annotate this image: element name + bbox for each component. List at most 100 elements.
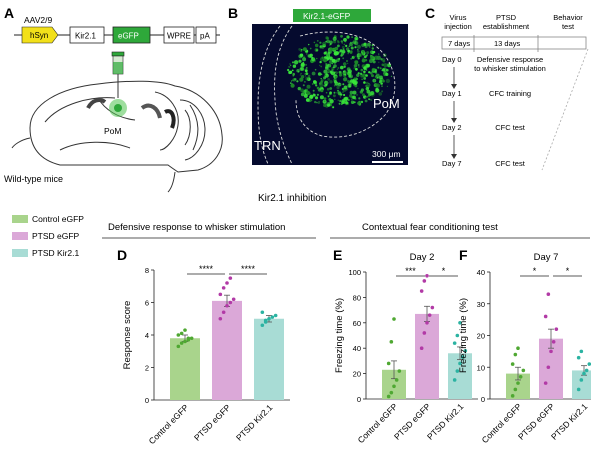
egfp-cell xyxy=(344,96,348,101)
egfp-cell xyxy=(320,80,323,82)
bar-1 xyxy=(415,313,439,399)
data-point xyxy=(221,286,226,290)
egfp-cell xyxy=(312,89,315,92)
egfp-cell xyxy=(292,64,297,68)
legend-swatch-1 xyxy=(12,232,28,240)
timeline-day-2: Day 2 xyxy=(442,123,462,132)
significance-label: *** xyxy=(405,266,416,276)
data-point xyxy=(392,384,396,389)
bar-2 xyxy=(572,370,591,399)
egfp-cell xyxy=(349,42,353,47)
timeline-col-virus: injection xyxy=(444,22,472,31)
egfp-cell xyxy=(354,46,357,49)
egfp-cell xyxy=(379,67,382,70)
panel-a-label: A xyxy=(4,5,14,21)
timeline-duration-1: 7 days xyxy=(448,39,470,48)
egfp-cell xyxy=(362,51,365,54)
data-point xyxy=(425,274,429,278)
egfp-cell xyxy=(332,36,337,41)
egfp-cell xyxy=(329,87,333,90)
y-axis-label: Freezing time (%) xyxy=(458,298,469,373)
egfp-cell xyxy=(326,87,330,91)
data-point xyxy=(397,369,402,373)
data-point xyxy=(584,368,589,373)
egfp-cell xyxy=(327,103,331,107)
egfp-cell xyxy=(316,93,319,96)
egfp-cell xyxy=(352,90,357,95)
egfp-cell xyxy=(367,94,370,98)
egfp-cell xyxy=(334,75,338,79)
egfp-cell xyxy=(330,71,335,76)
data-point xyxy=(270,315,275,319)
egfp-cell xyxy=(314,96,319,100)
egfp-cell xyxy=(296,69,300,73)
timeline-col-ptsd: PTSD xyxy=(496,13,517,22)
egfp-cell xyxy=(327,71,330,74)
egfp-cell xyxy=(338,73,343,77)
egfp-cell xyxy=(365,96,367,99)
egfp-cell xyxy=(353,76,358,81)
egfp-cell xyxy=(378,75,383,80)
data-point xyxy=(179,331,184,336)
egfp-cell xyxy=(363,65,368,71)
egfp-cell xyxy=(319,45,322,48)
panel-b-label: B xyxy=(228,5,238,21)
legend-swatch-0 xyxy=(12,215,28,223)
egfp-cell xyxy=(337,91,342,95)
egfp-cell xyxy=(312,92,315,95)
data-point xyxy=(225,303,229,308)
data-point xyxy=(546,292,551,297)
egfp-cell xyxy=(333,84,336,87)
egfp-cell xyxy=(313,80,317,84)
egfp-cell xyxy=(323,100,326,102)
egfp-cell xyxy=(292,61,294,64)
y-tick-label: 0 xyxy=(357,395,361,404)
egfp-cell xyxy=(340,65,344,70)
region-trn-label: TRN xyxy=(254,138,281,153)
egfp-cell xyxy=(358,53,363,57)
egfp-cell xyxy=(336,85,340,90)
egfp-cell xyxy=(304,73,306,75)
timeline-desc-3: CFC test xyxy=(495,159,526,168)
data-point xyxy=(422,331,427,335)
egfp-cell xyxy=(311,71,316,76)
x-tick-label-0: Control eGFP xyxy=(356,401,400,445)
egfp-cell xyxy=(365,74,368,77)
egfp-cell xyxy=(364,59,368,62)
egfp-cell xyxy=(333,66,335,69)
egfp-cell xyxy=(349,94,353,98)
chart-e: Day 2 0 20 40 60 80 100 Freezing time (%) Contro… xyxy=(334,252,478,445)
egfp-cell xyxy=(316,101,318,104)
egfp-cell xyxy=(340,34,343,38)
egfp-cell xyxy=(357,87,359,90)
panel-c-label: C xyxy=(425,5,435,21)
egfp-cell xyxy=(363,77,367,80)
egfp-cell xyxy=(371,44,374,47)
egfp-cell xyxy=(308,43,310,46)
egfp-cell xyxy=(329,59,334,64)
egfp-cell xyxy=(316,57,318,60)
egfp-cell xyxy=(337,44,340,48)
egfp-cell xyxy=(329,56,333,61)
egfp-cell xyxy=(304,75,307,77)
egfp-cell xyxy=(312,93,316,97)
egfp-cell xyxy=(342,98,345,102)
egfp-cell xyxy=(381,63,385,67)
egfp-cell xyxy=(300,92,305,97)
data-point xyxy=(218,316,223,321)
egfp-cell xyxy=(290,64,292,66)
egfp-cell xyxy=(374,71,378,74)
data-point xyxy=(521,368,526,373)
construct-label-wpre: WPRE xyxy=(167,32,191,41)
group-title-defensive: Defensive response to whisker stimulatio… xyxy=(108,222,285,233)
image-header-label: Kir2.1-eGFP xyxy=(303,11,351,21)
chart-title: Day 2 xyxy=(410,252,435,263)
egfp-cell xyxy=(327,95,330,98)
data-point xyxy=(228,300,233,305)
egfp-cell xyxy=(314,100,317,104)
egfp-cell xyxy=(342,77,347,82)
data-point xyxy=(551,340,556,344)
egfp-cell xyxy=(313,41,316,44)
egfp-cell xyxy=(325,40,328,43)
